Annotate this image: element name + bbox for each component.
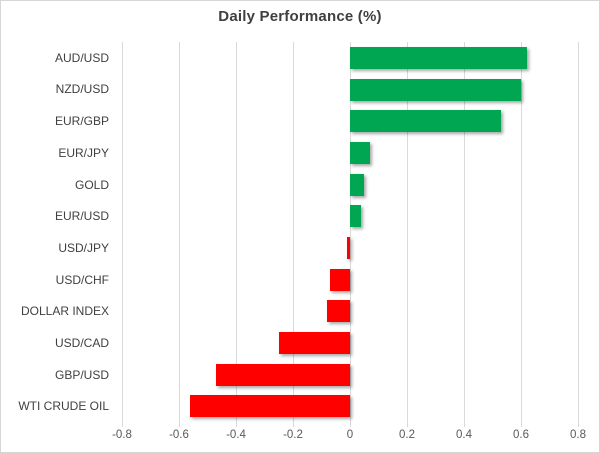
x-axis-tick-label: -0.8 xyxy=(112,429,132,441)
x-axis-tick-label: 0.6 xyxy=(513,429,529,441)
bar-wti-crude-oil xyxy=(190,395,350,417)
category-label: USD/CAD xyxy=(54,335,109,350)
bar-gold xyxy=(350,174,364,196)
category-label: EUR/GBP xyxy=(54,114,109,129)
x-axis-tick-label: 0.2 xyxy=(399,429,415,441)
bar-dollar-index xyxy=(327,300,350,322)
x-axis-tick-label: -0.4 xyxy=(226,429,246,441)
chart-title: Daily Performance (%) xyxy=(218,8,382,25)
category-label: AUD/USD xyxy=(54,50,109,65)
category-label: USD/CHF xyxy=(55,272,109,287)
bar-nzd-usd xyxy=(350,79,521,101)
gridline xyxy=(407,42,408,427)
category-label: EUR/JPY xyxy=(58,145,109,160)
bar-eur-jpy xyxy=(350,142,370,164)
bar-usd-jpy xyxy=(347,237,350,259)
gridline xyxy=(293,42,294,427)
category-label: GBP/USD xyxy=(54,367,109,382)
bar-gbp-usd xyxy=(216,364,350,386)
bar-usd-cad xyxy=(279,332,350,354)
x-axis-tick-label: -0.6 xyxy=(169,429,189,441)
bar-usd-chf xyxy=(330,269,350,291)
x-axis-tick-label: 0.8 xyxy=(570,429,586,441)
gridline xyxy=(122,42,123,427)
x-axis-tick-label: 0.4 xyxy=(456,429,472,441)
bar-aud-usd xyxy=(350,47,527,69)
category-label: GOLD xyxy=(74,177,109,192)
gridline xyxy=(350,42,351,427)
category-label: DOLLAR INDEX xyxy=(20,304,109,319)
category-label: WTI CRUDE OIL xyxy=(18,399,109,414)
bar-eur-usd xyxy=(350,205,361,227)
gridline xyxy=(521,42,522,427)
gridline xyxy=(578,42,579,427)
category-label: EUR/USD xyxy=(54,209,109,224)
gridline xyxy=(464,42,465,427)
category-label: NZD/USD xyxy=(55,82,109,97)
gridline xyxy=(236,42,237,427)
bar-eur-gbp xyxy=(350,110,501,132)
gridline xyxy=(179,42,180,427)
x-axis-tick-label: -0.2 xyxy=(283,429,303,441)
category-label: USD/JPY xyxy=(58,240,109,255)
x-axis-tick-label: 0 xyxy=(346,429,354,441)
